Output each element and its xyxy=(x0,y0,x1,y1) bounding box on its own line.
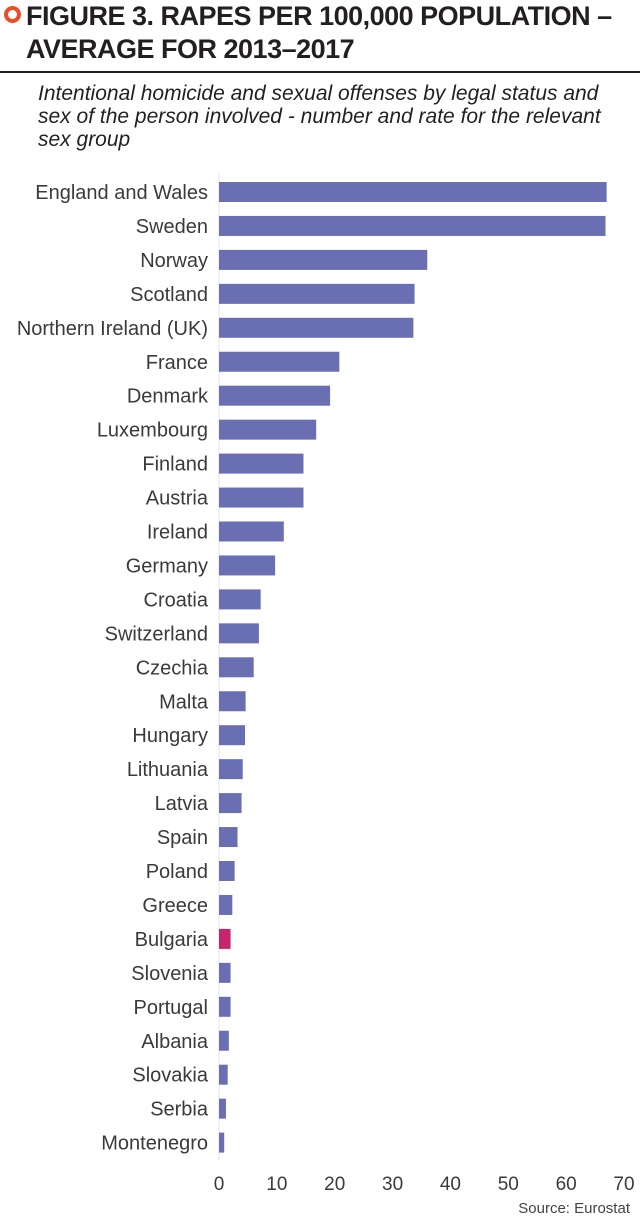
x-tick-label: 70 xyxy=(613,1174,634,1195)
chart-subtitle: Intentional homicide and sexual offenses… xyxy=(38,82,601,151)
bar xyxy=(219,1098,226,1119)
category-label: England and Wales xyxy=(35,182,208,204)
bar xyxy=(219,861,235,881)
x-tick-label: 20 xyxy=(324,1174,345,1195)
bar xyxy=(219,317,414,338)
x-tick-label: 10 xyxy=(266,1174,287,1195)
bar xyxy=(219,182,607,202)
bar xyxy=(219,691,246,712)
bar xyxy=(219,521,284,542)
bar xyxy=(219,725,246,746)
x-tick-label: 30 xyxy=(382,1174,403,1195)
category-label: Malta xyxy=(159,691,209,713)
category-label: Austria xyxy=(146,488,209,510)
category-label: France xyxy=(146,352,208,374)
x-tick-label: 0 xyxy=(214,1174,225,1195)
category-label: Hungary xyxy=(132,725,208,747)
bar xyxy=(219,657,254,678)
category-label: Croatia xyxy=(144,589,209,611)
title-bullet-icon xyxy=(4,6,21,23)
bar xyxy=(219,351,340,372)
category-label: Slovakia xyxy=(132,1065,208,1087)
bar xyxy=(219,215,606,236)
category-label: Scotland xyxy=(130,284,208,306)
category-label: Montenegro xyxy=(101,1133,208,1155)
category-label: Luxembourg xyxy=(97,420,208,442)
category-label: Portugal xyxy=(134,997,209,1019)
x-tick-label: 50 xyxy=(498,1174,519,1195)
figure-header: FIGURE 3. RAPES PER 100,000 POPULATION –… xyxy=(0,0,640,73)
bar xyxy=(219,419,317,440)
category-label: Bulgaria xyxy=(135,929,209,951)
bar xyxy=(219,555,276,576)
bar xyxy=(219,996,231,1017)
bar xyxy=(219,962,231,983)
category-label: Serbia xyxy=(150,1099,209,1121)
bar xyxy=(219,1030,229,1051)
category-label: Denmark xyxy=(127,386,209,408)
x-tick-label: 60 xyxy=(556,1174,577,1195)
x-tick-label: 40 xyxy=(440,1174,461,1195)
category-label: Latvia xyxy=(155,793,209,815)
category-label: Slovenia xyxy=(131,963,209,985)
category-label: Spain xyxy=(157,827,208,849)
bar xyxy=(219,283,415,304)
bar xyxy=(219,759,243,780)
category-label: Poland xyxy=(146,861,208,883)
bar xyxy=(219,1064,228,1085)
source-note: Source: Eurostat xyxy=(518,1200,630,1217)
title-divider xyxy=(0,71,640,73)
bar xyxy=(219,249,428,270)
category-label: Finland xyxy=(142,454,208,476)
bar xyxy=(219,589,261,610)
category-label: Greece xyxy=(142,895,208,917)
bar xyxy=(219,1132,225,1153)
bar xyxy=(219,827,238,848)
bar xyxy=(219,453,304,474)
category-label: Ireland xyxy=(147,522,208,544)
category-label: Lithuania xyxy=(127,759,209,781)
category-label: Albania xyxy=(141,1031,209,1053)
bar xyxy=(219,623,259,644)
bar-highlight xyxy=(219,928,231,949)
category-label: Northern Ireland (UK) xyxy=(17,318,208,340)
category-label: Norway xyxy=(140,250,208,272)
bar xyxy=(219,894,233,915)
chart-title: FIGURE 3. RAPES PER 100,000 POPULATION –… xyxy=(26,1,612,64)
bar xyxy=(219,487,304,508)
category-label: Switzerland xyxy=(105,623,208,645)
category-label: Sweden xyxy=(136,216,208,238)
bar xyxy=(219,385,331,406)
category-label: Czechia xyxy=(136,657,209,679)
bar xyxy=(219,793,242,814)
category-label: Germany xyxy=(126,555,208,577)
